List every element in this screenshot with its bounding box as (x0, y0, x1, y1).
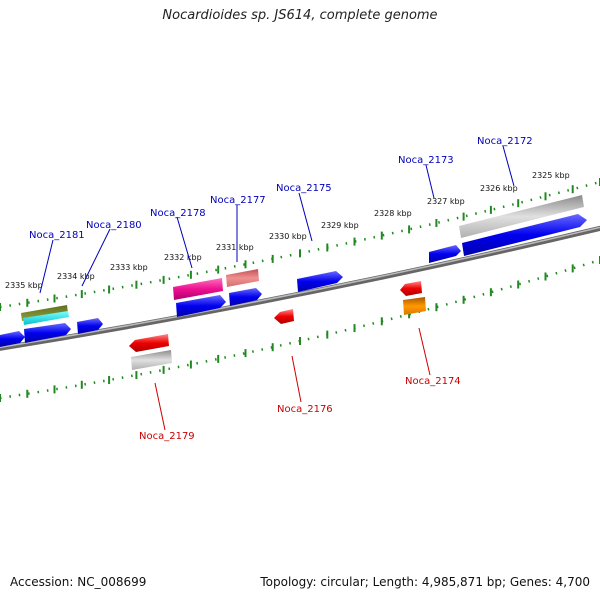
scale-label: 2326 kbp (480, 184, 518, 193)
scale-label: 2328 kbp (374, 209, 412, 218)
gene-feature-noca-2180[interactable] (77, 318, 103, 334)
accession-text: Accession: NC_008699 (10, 575, 147, 589)
gene-label-noca-2177[interactable]: Noca_2177 (210, 195, 266, 206)
gene-feature-noca-2179[interactable] (129, 334, 169, 352)
gene-label-noca-2174[interactable]: Noca_2174 (405, 376, 461, 387)
scale-label: 2327 kbp (427, 197, 465, 206)
gene-label-noca-2178[interactable]: Noca_2178 (150, 208, 206, 219)
gene-features (0, 195, 587, 370)
gene-label-noca-2172[interactable]: Noca_2172 (477, 136, 533, 147)
gene-feature-noca-2173[interactable] (429, 245, 461, 263)
gene-feature-cyan[interactable] (23, 311, 69, 325)
gene-feature-noca-2176[interactable] (274, 309, 294, 324)
gene-label-noca-2176[interactable]: Noca_2176 (277, 404, 333, 415)
genome-backbone (0, 225, 600, 351)
scale-label: 2333 kbp (110, 263, 148, 272)
gene-feature-pink[interactable] (173, 278, 223, 300)
gene-feature-salmon[interactable] (226, 269, 259, 287)
scale-label: 2334 kbp (57, 272, 95, 281)
scale-label: 2335 kbp (5, 281, 43, 290)
gene-feature-left-edge[interactable] (0, 331, 25, 347)
scale-label: 2329 kbp (321, 221, 359, 230)
map-title: Nocardioides sp. JS614, complete genome (162, 8, 438, 23)
gene-feature-noca-2175[interactable] (297, 271, 343, 292)
gene-label-noca-2179[interactable]: Noca_2179 (139, 431, 195, 442)
gene-feature-gray-minus[interactable] (131, 350, 172, 370)
gene-label-noca-2173[interactable]: Noca_2173 (398, 155, 454, 166)
gene-label-noca-2181[interactable]: Noca_2181 (29, 230, 85, 241)
kbp-scale: 2325 kbp 2326 kbp 2327 kbp 2328 kbp 2329… (5, 171, 570, 290)
gene-feature-noca-2181[interactable] (24, 323, 71, 343)
gene-leader-lines (39, 145, 515, 431)
topology-text: Topology: circular; Length: 4,985,871 bp… (260, 575, 590, 589)
gene-feature-noca-2178[interactable] (176, 295, 226, 317)
gene-label-noca-2180[interactable]: Noca_2180 (86, 220, 142, 231)
gene-feature-noca-2172[interactable] (462, 214, 587, 256)
scale-label: 2330 kbp (269, 232, 307, 241)
plus-strand-major-ticks (0, 178, 600, 311)
scale-label: 2331 kbp (216, 243, 254, 252)
gene-feature-orange[interactable] (403, 297, 426, 315)
gene-labels: Noca_2172 Noca_2173 Noca_2174 Noca_2175 … (29, 136, 533, 442)
scale-label: 2332 kbp (164, 253, 202, 262)
gene-feature-gray[interactable] (459, 195, 584, 238)
scale-label: 2325 kbp (532, 171, 570, 180)
gene-feature-noca-2174[interactable] (400, 281, 422, 296)
gene-feature-noca-2177[interactable] (229, 288, 262, 306)
minus-strand-major-ticks (0, 256, 600, 402)
gene-label-noca-2175[interactable]: Noca_2175 (276, 183, 332, 194)
